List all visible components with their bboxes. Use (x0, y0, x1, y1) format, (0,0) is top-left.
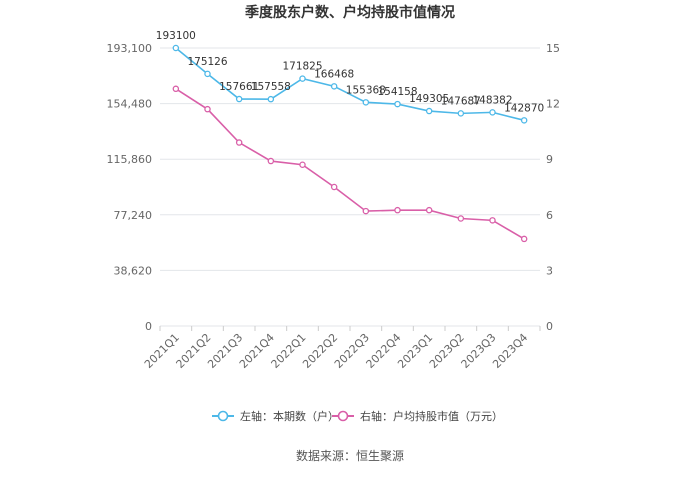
legend-item-label: 右轴：户均持股市值（万元） (360, 409, 503, 423)
left-axis-tick-label: 38,620 (114, 264, 153, 277)
data-label: 155368 (346, 84, 386, 96)
left-series-line (175, 47, 525, 122)
right-axis-tick-label: 15 (546, 42, 560, 55)
data-label: 166468 (314, 68, 354, 80)
data-label: 157661 (219, 81, 259, 93)
right-series-point (299, 161, 306, 169)
left-series-point (362, 99, 370, 106)
left-series-point (457, 110, 465, 117)
left-series-point (299, 75, 306, 82)
right-series-line (175, 88, 525, 240)
data-label: 148382 (472, 94, 512, 106)
data-label: 147687 (441, 95, 481, 107)
data-label: 193100 (156, 30, 196, 42)
right-series-point (235, 139, 243, 146)
source-label: 数据来源：恒生聚源 (296, 448, 404, 463)
chart-title: 季度股东户数、户均持股市值情况 (244, 4, 455, 21)
left-axis-tick-label: 77,240 (114, 209, 153, 222)
right-axis-tick-label: 12 (546, 98, 560, 111)
right-series-point (172, 85, 180, 93)
right-axis-tick-label: 3 (546, 264, 553, 277)
left-series-point (172, 44, 180, 52)
left-series-point (267, 95, 275, 103)
left-series-point (425, 107, 433, 115)
data-label: 175126 (187, 56, 227, 68)
left-series-point (204, 70, 211, 78)
data-label: 142870 (504, 102, 544, 114)
left-series-point (235, 95, 243, 103)
legend-swatch-marker (337, 410, 349, 422)
right-series-point (204, 105, 211, 113)
left-axis-tick-label: 115,860 (107, 153, 153, 166)
right-series-point (362, 207, 370, 215)
data-label: 154158 (377, 86, 417, 98)
right-series-point (425, 206, 433, 214)
right-series-point (457, 215, 465, 222)
left-series-point (489, 109, 496, 116)
right-axis-tick-label: 0 (546, 320, 553, 333)
right-series-point (394, 206, 401, 214)
right-series-point (489, 217, 496, 224)
right-series-point (267, 157, 275, 165)
legend-swatch-marker (217, 410, 229, 422)
left-series-point (394, 100, 401, 108)
data-label: 149305 (409, 93, 449, 105)
legend-item-label: 左轴：本期数（户） (240, 409, 339, 423)
right-series-point (330, 183, 338, 191)
left-axis-tick-label: 193,100 (107, 42, 153, 55)
data-label: 157558 (251, 81, 291, 93)
right-axis-tick-label: 6 (546, 209, 553, 222)
right-series-point (520, 235, 528, 243)
left-series-point (330, 83, 338, 90)
right-axis-tick-label: 9 (546, 153, 553, 166)
x-axis-tick-label: 2023Q4 (490, 331, 530, 371)
data-label: 171825 (282, 61, 322, 73)
left-axis-tick-label: 0 (145, 320, 152, 333)
left-axis-tick-label: 154,480 (107, 98, 153, 111)
left-series-point (520, 117, 528, 124)
